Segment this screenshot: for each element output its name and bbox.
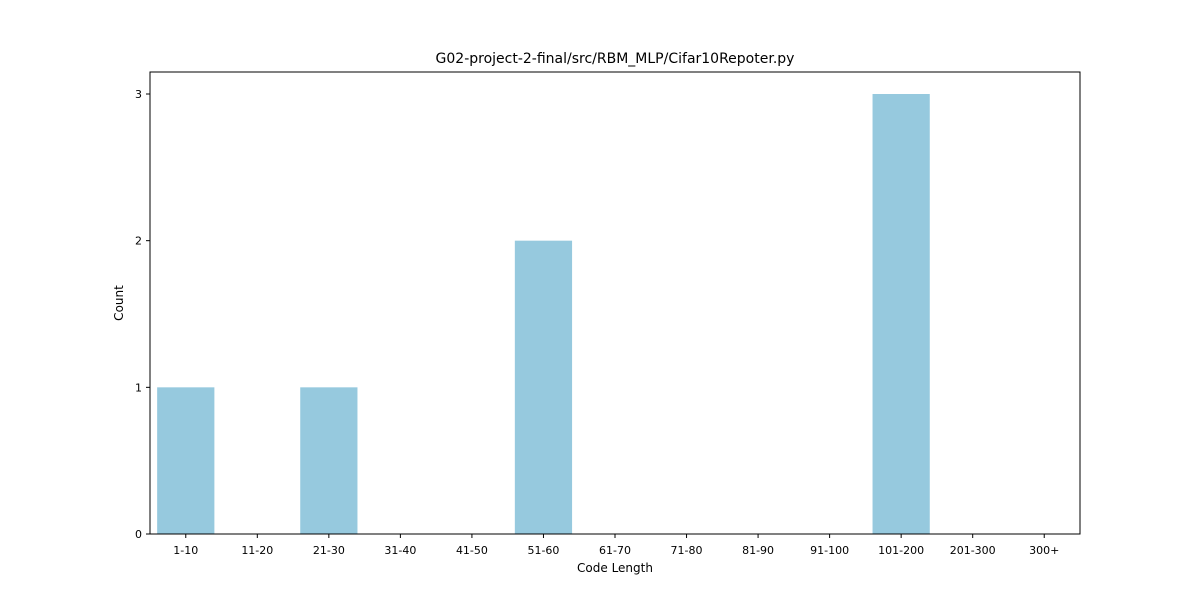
plot-frame <box>149 71 1081 535</box>
chart-title: G02-project-2-final/src/RBM_MLP/Cifar10R… <box>436 51 795 67</box>
y-axis-label: Count <box>112 285 126 321</box>
y-tick-label: 3 <box>135 88 142 101</box>
y-tick-label: 1 <box>135 381 142 394</box>
x-tick-label: 300+ <box>1029 544 1059 557</box>
bars-group <box>157 94 930 534</box>
x-tick-label: 31-40 <box>384 544 416 557</box>
x-axis: 1-10 11-20 21-30 31-40 41-50 51-60 61-70 71-80 8… <box>173 534 1059 557</box>
bar-101-200 <box>872 94 930 534</box>
x-tick-label: 91-100 <box>810 544 849 557</box>
x-tick-label: 101-200 <box>878 544 924 557</box>
x-tick-label: 81-90 <box>742 544 774 557</box>
y-tick-label: 0 <box>135 528 142 541</box>
x-tick-label: 21-30 <box>313 544 345 557</box>
bar-1-10 <box>157 387 215 534</box>
y-axis: 0 1 2 3 <box>135 88 150 541</box>
x-tick-label: 51-60 <box>527 544 559 557</box>
y-tick-label: 2 <box>135 235 142 248</box>
x-tick-label: 1-10 <box>173 544 198 557</box>
bar-21-30 <box>300 387 358 534</box>
x-tick-label: 71-80 <box>671 544 703 557</box>
x-axis-label: Code Length <box>577 561 653 575</box>
x-tick-label: 61-70 <box>599 544 631 557</box>
x-tick-label: 201-300 <box>950 544 996 557</box>
x-tick-label: 41-50 <box>456 544 488 557</box>
bar-51-60 <box>514 240 573 534</box>
x-tick-label: 11-20 <box>241 544 273 557</box>
